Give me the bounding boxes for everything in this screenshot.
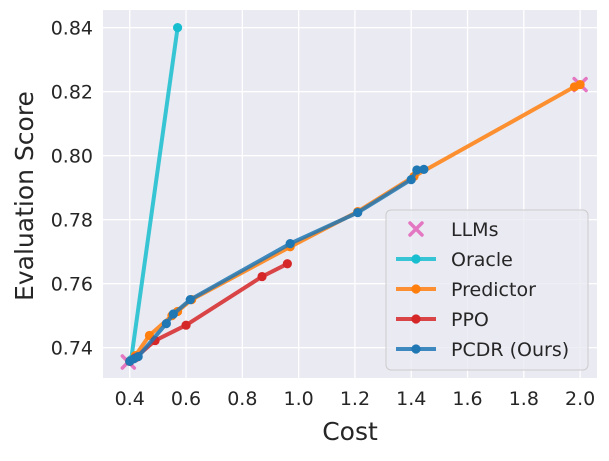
x-tick-label: 1.6 bbox=[452, 388, 482, 410]
data-point bbox=[353, 207, 363, 218]
data-point bbox=[406, 175, 416, 185]
series-pcdr-ours bbox=[125, 164, 429, 366]
series-layer bbox=[120, 23, 588, 370]
legend-marker bbox=[411, 254, 421, 264]
x-tick-label: 1.4 bbox=[396, 388, 426, 410]
legend-label: PPO bbox=[451, 309, 489, 331]
data-point bbox=[185, 295, 195, 305]
legend-item-oracle: Oracle bbox=[396, 249, 513, 271]
data-point bbox=[575, 79, 585, 90]
data-point bbox=[257, 271, 267, 282]
data-point bbox=[168, 309, 178, 319]
y-tick-label: 0.84 bbox=[51, 18, 93, 40]
y-tick-label: 0.74 bbox=[51, 338, 93, 360]
x-tick-label: 2.0 bbox=[565, 388, 595, 410]
x-tick-label: 0.4 bbox=[115, 388, 145, 410]
legend-frame bbox=[385, 209, 589, 371]
data-point bbox=[285, 239, 295, 249]
legend-item-predictor: Predictor bbox=[396, 279, 536, 301]
y-tick-labels: 0.74 0.76 0.78 0.80 0.82 0.84 bbox=[51, 18, 93, 360]
data-point bbox=[419, 164, 429, 174]
legend-marker bbox=[411, 284, 421, 294]
legend-label: LLMs bbox=[451, 219, 498, 241]
data-point bbox=[282, 259, 292, 269]
data-point bbox=[133, 351, 143, 362]
x-tick-label: 1.2 bbox=[340, 388, 370, 410]
legend-item-ppo: PPO bbox=[396, 309, 489, 331]
data-point bbox=[172, 23, 183, 33]
x-marker-stroke bbox=[408, 221, 424, 237]
y-tick-label: 0.76 bbox=[51, 274, 93, 296]
legend-label: Oracle bbox=[451, 249, 513, 271]
x-axis-title: Cost bbox=[322, 417, 378, 446]
y-axis-title: Evaluation Score bbox=[10, 91, 39, 301]
x-tick-label: 1.8 bbox=[509, 388, 539, 410]
x-tick-label: 0.8 bbox=[227, 388, 257, 410]
y-tick-label: 0.80 bbox=[51, 146, 93, 168]
data-point bbox=[181, 320, 191, 330]
y-tick-label: 0.82 bbox=[51, 82, 93, 104]
data-point bbox=[412, 165, 422, 175]
x-tick-label: 1.0 bbox=[284, 388, 314, 410]
legend-label: Predictor bbox=[451, 279, 536, 301]
legend-marker bbox=[408, 221, 424, 237]
legend-marker bbox=[411, 314, 421, 324]
legend-item-pcdr-ours: PCDR (Ours) bbox=[396, 339, 569, 361]
x-tick-label: 0.6 bbox=[171, 388, 201, 410]
series-line bbox=[129, 25, 180, 362]
x-tick-labels: 0.4 0.6 0.8 1.0 1.2 1.4 1.6 1.8 2.0 bbox=[115, 388, 596, 410]
legend-label: PCDR (Ours) bbox=[451, 339, 569, 361]
legend-item-llms: LLMs bbox=[408, 219, 498, 241]
legend: LLMs Oracle Predictor PPO PCDR (Ours) bbox=[385, 209, 589, 371]
legend-marker bbox=[411, 344, 421, 354]
y-tick-label: 0.78 bbox=[51, 210, 93, 232]
data-point bbox=[161, 319, 171, 329]
